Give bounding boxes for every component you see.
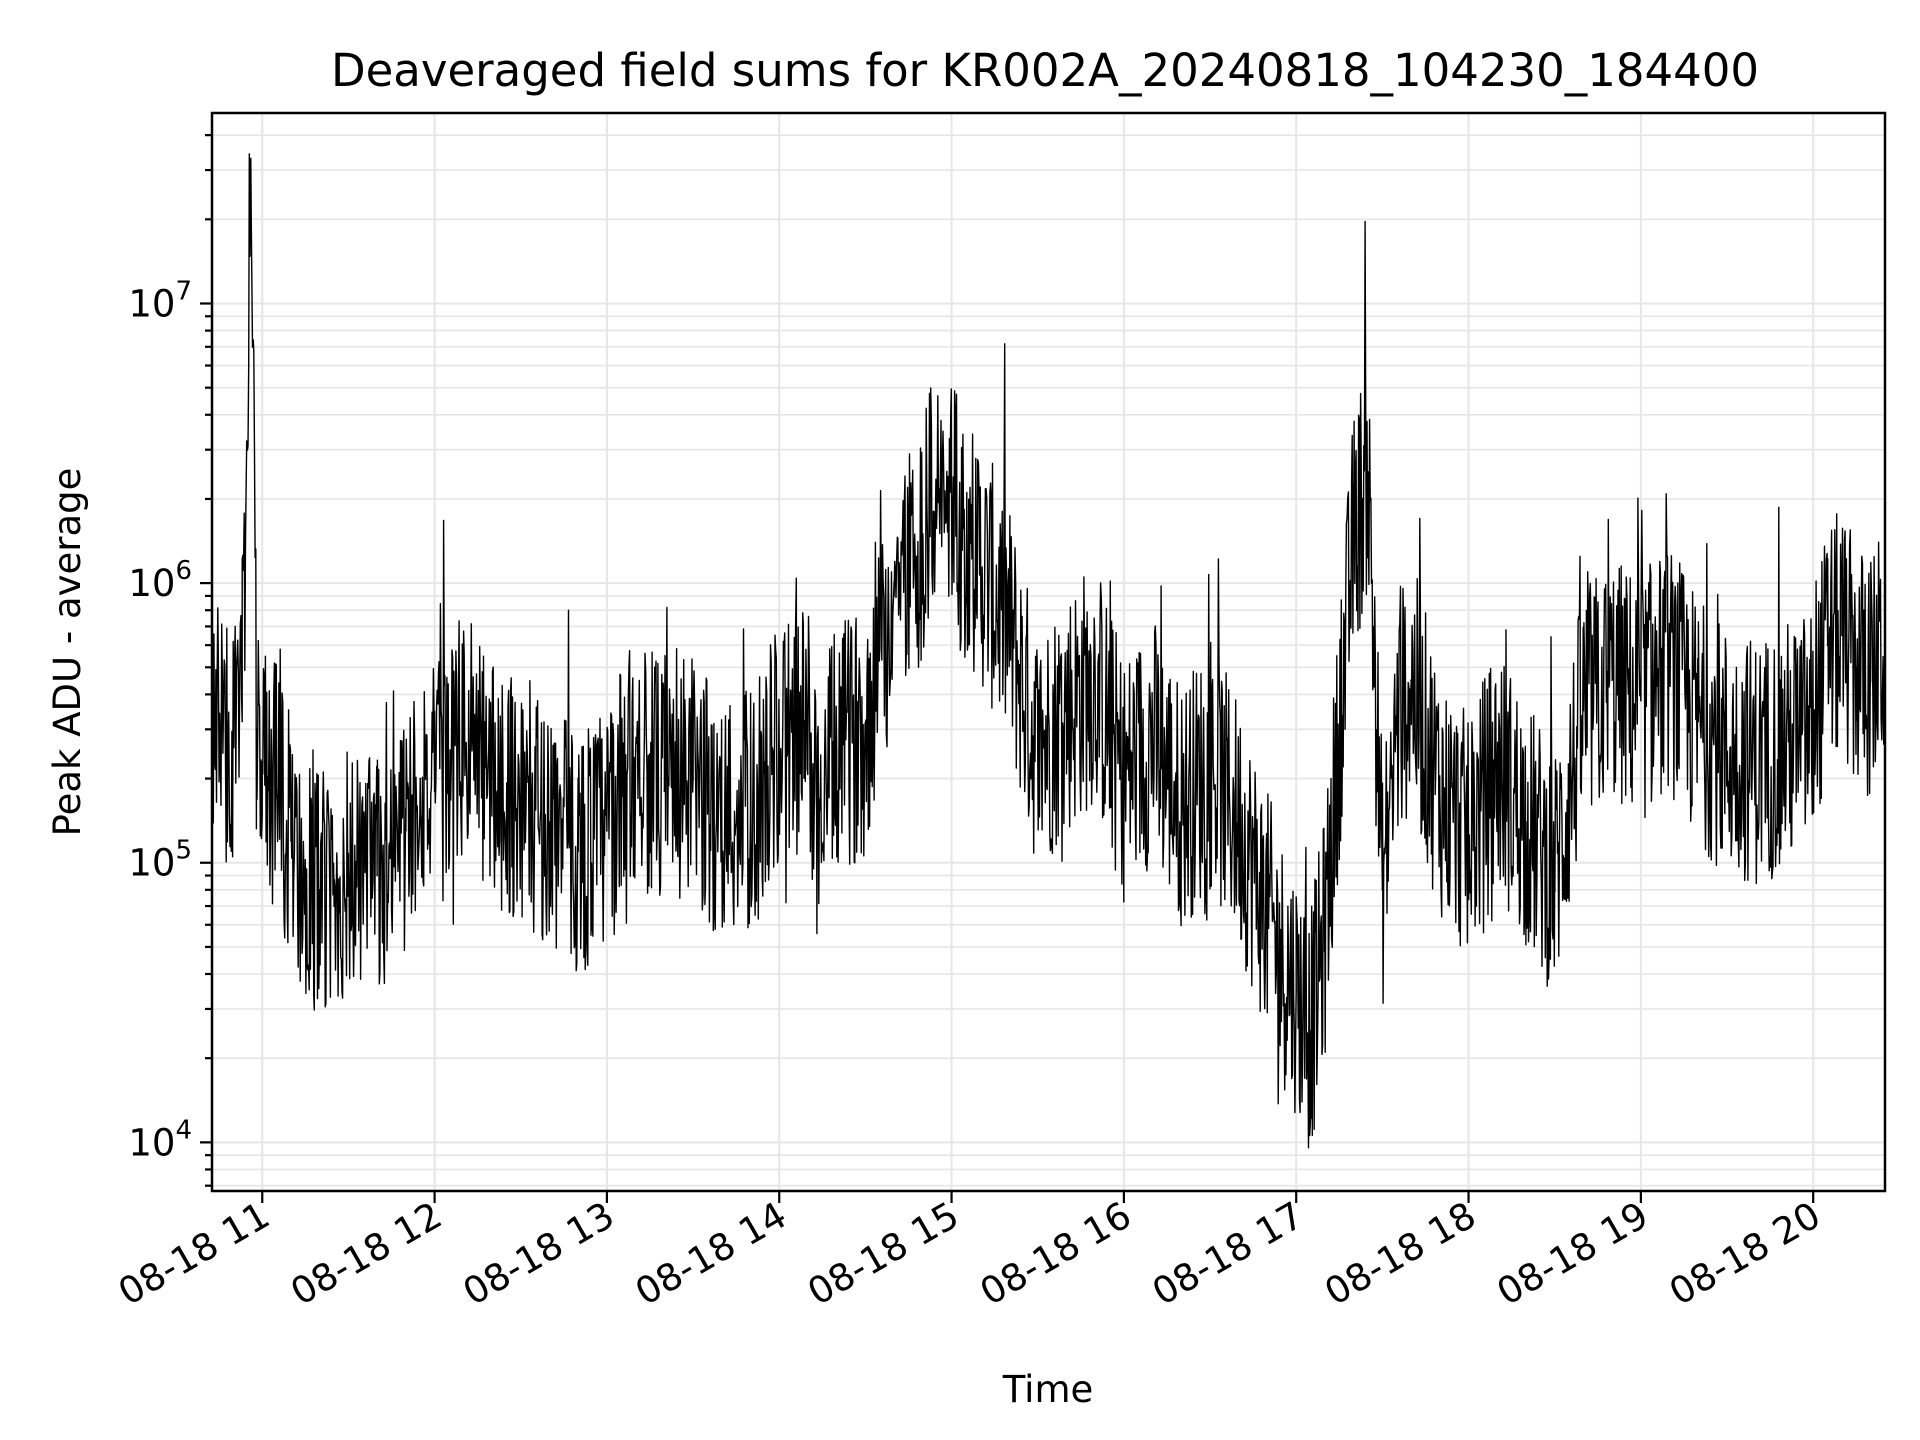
series-point bbox=[1855, 666, 1858, 669]
series-point bbox=[255, 728, 258, 731]
series-point bbox=[1036, 750, 1039, 753]
series-point bbox=[1668, 666, 1671, 669]
series-point bbox=[1439, 790, 1441, 793]
series-point bbox=[950, 510, 953, 513]
series-point bbox=[1525, 821, 1527, 823]
series-point bbox=[1151, 736, 1154, 739]
series-point bbox=[241, 720, 243, 723]
series-point bbox=[1123, 777, 1125, 780]
series-point bbox=[290, 839, 292, 842]
series-point bbox=[1395, 728, 1398, 731]
x-axis: 08-18 11 08-18 12 08-18 13 08-18 14 08-18 15… bbox=[111, 1191, 1828, 1314]
series-point bbox=[548, 821, 551, 823]
y-tick-label: 106 bbox=[128, 556, 192, 605]
series-point bbox=[1008, 625, 1010, 628]
series-point bbox=[979, 560, 982, 562]
series-point bbox=[1869, 679, 1872, 681]
series-point bbox=[1180, 804, 1183, 807]
series-point bbox=[261, 760, 264, 763]
series-point bbox=[333, 905, 335, 907]
plot-frame bbox=[210, 111, 1887, 1193]
series-point bbox=[304, 874, 307, 877]
series-point bbox=[1754, 760, 1757, 763]
x-tick-label: 08-18 14 bbox=[628, 1194, 794, 1314]
series-point bbox=[249, 157, 252, 160]
series-point bbox=[361, 881, 364, 884]
series-point bbox=[462, 736, 465, 739]
series-point bbox=[1094, 679, 1096, 681]
series-point bbox=[720, 821, 723, 823]
series-point bbox=[226, 750, 229, 753]
series-point bbox=[663, 790, 666, 793]
series-point bbox=[1281, 958, 1283, 961]
x-tick-label: 08-18 19 bbox=[1490, 1194, 1656, 1314]
series-point bbox=[419, 777, 422, 780]
series-point bbox=[936, 486, 939, 489]
series-point bbox=[1841, 634, 1843, 637]
series-point bbox=[634, 750, 637, 753]
series-point bbox=[1367, 471, 1369, 473]
series-point bbox=[1295, 989, 1298, 992]
series-point bbox=[922, 533, 924, 535]
series-point bbox=[815, 812, 818, 815]
series-point bbox=[1640, 699, 1642, 702]
x-tick-label: 08-18 15 bbox=[800, 1194, 966, 1314]
x-tick-label: 08-18 12 bbox=[284, 1194, 450, 1314]
y-tick-label: 104 bbox=[128, 1115, 192, 1164]
series-point bbox=[347, 868, 350, 870]
series-point bbox=[1726, 750, 1728, 753]
series-point bbox=[1783, 745, 1786, 748]
x-tick-label: 08-18 11 bbox=[111, 1194, 277, 1314]
series-point bbox=[1496, 766, 1499, 768]
series-layer bbox=[211, 153, 1886, 1149]
series-point bbox=[778, 745, 781, 748]
x-axis-label: Time bbox=[1002, 1368, 1094, 1411]
series-point bbox=[577, 850, 579, 852]
series-point bbox=[1812, 728, 1814, 731]
series-point bbox=[692, 777, 694, 780]
series-point bbox=[433, 790, 436, 793]
series-line bbox=[211, 153, 1886, 1149]
series-point bbox=[1611, 679, 1613, 681]
series-point bbox=[864, 728, 867, 731]
x-tick-label: 08-18 16 bbox=[973, 1194, 1139, 1314]
series-point bbox=[1582, 709, 1585, 712]
series-point bbox=[1352, 533, 1355, 535]
y-axis: 104 105 106 107 bbox=[128, 134, 212, 1187]
x-tick-label: 08-18 18 bbox=[1317, 1194, 1483, 1314]
series-point bbox=[835, 750, 838, 753]
series-point bbox=[405, 830, 407, 832]
series-point bbox=[1381, 889, 1384, 891]
series-point bbox=[1467, 839, 1470, 842]
y-tick-label: 107 bbox=[128, 276, 192, 325]
series-point bbox=[1410, 679, 1412, 681]
x-tick-label: 08-18 17 bbox=[1145, 1194, 1311, 1314]
series-point bbox=[1237, 821, 1240, 823]
series-point bbox=[807, 724, 809, 727]
series-point bbox=[1826, 644, 1829, 646]
series-point bbox=[606, 830, 608, 832]
series-point bbox=[519, 797, 522, 800]
series-point bbox=[390, 850, 393, 852]
x-tick-label: 08-18 20 bbox=[1662, 1194, 1828, 1314]
series-point bbox=[1553, 874, 1556, 877]
series-point bbox=[376, 874, 378, 877]
series-point bbox=[1209, 766, 1211, 768]
series-point bbox=[275, 790, 278, 793]
y-axis-label: Peak ADU - average bbox=[46, 468, 89, 837]
series-point bbox=[1324, 934, 1326, 937]
series-point bbox=[1266, 914, 1269, 916]
y-tick-label: 105 bbox=[128, 836, 192, 885]
series-point bbox=[491, 777, 493, 780]
chart-title: Deaveraged field sums for KR002A_2024081… bbox=[331, 44, 1759, 97]
series-point bbox=[1065, 709, 1068, 712]
series-point bbox=[893, 595, 895, 597]
series-point bbox=[749, 812, 752, 815]
series-point bbox=[1309, 1030, 1312, 1032]
series-point bbox=[318, 889, 321, 891]
series-point bbox=[1697, 720, 1700, 723]
x-tick-label: 08-18 13 bbox=[456, 1194, 622, 1314]
